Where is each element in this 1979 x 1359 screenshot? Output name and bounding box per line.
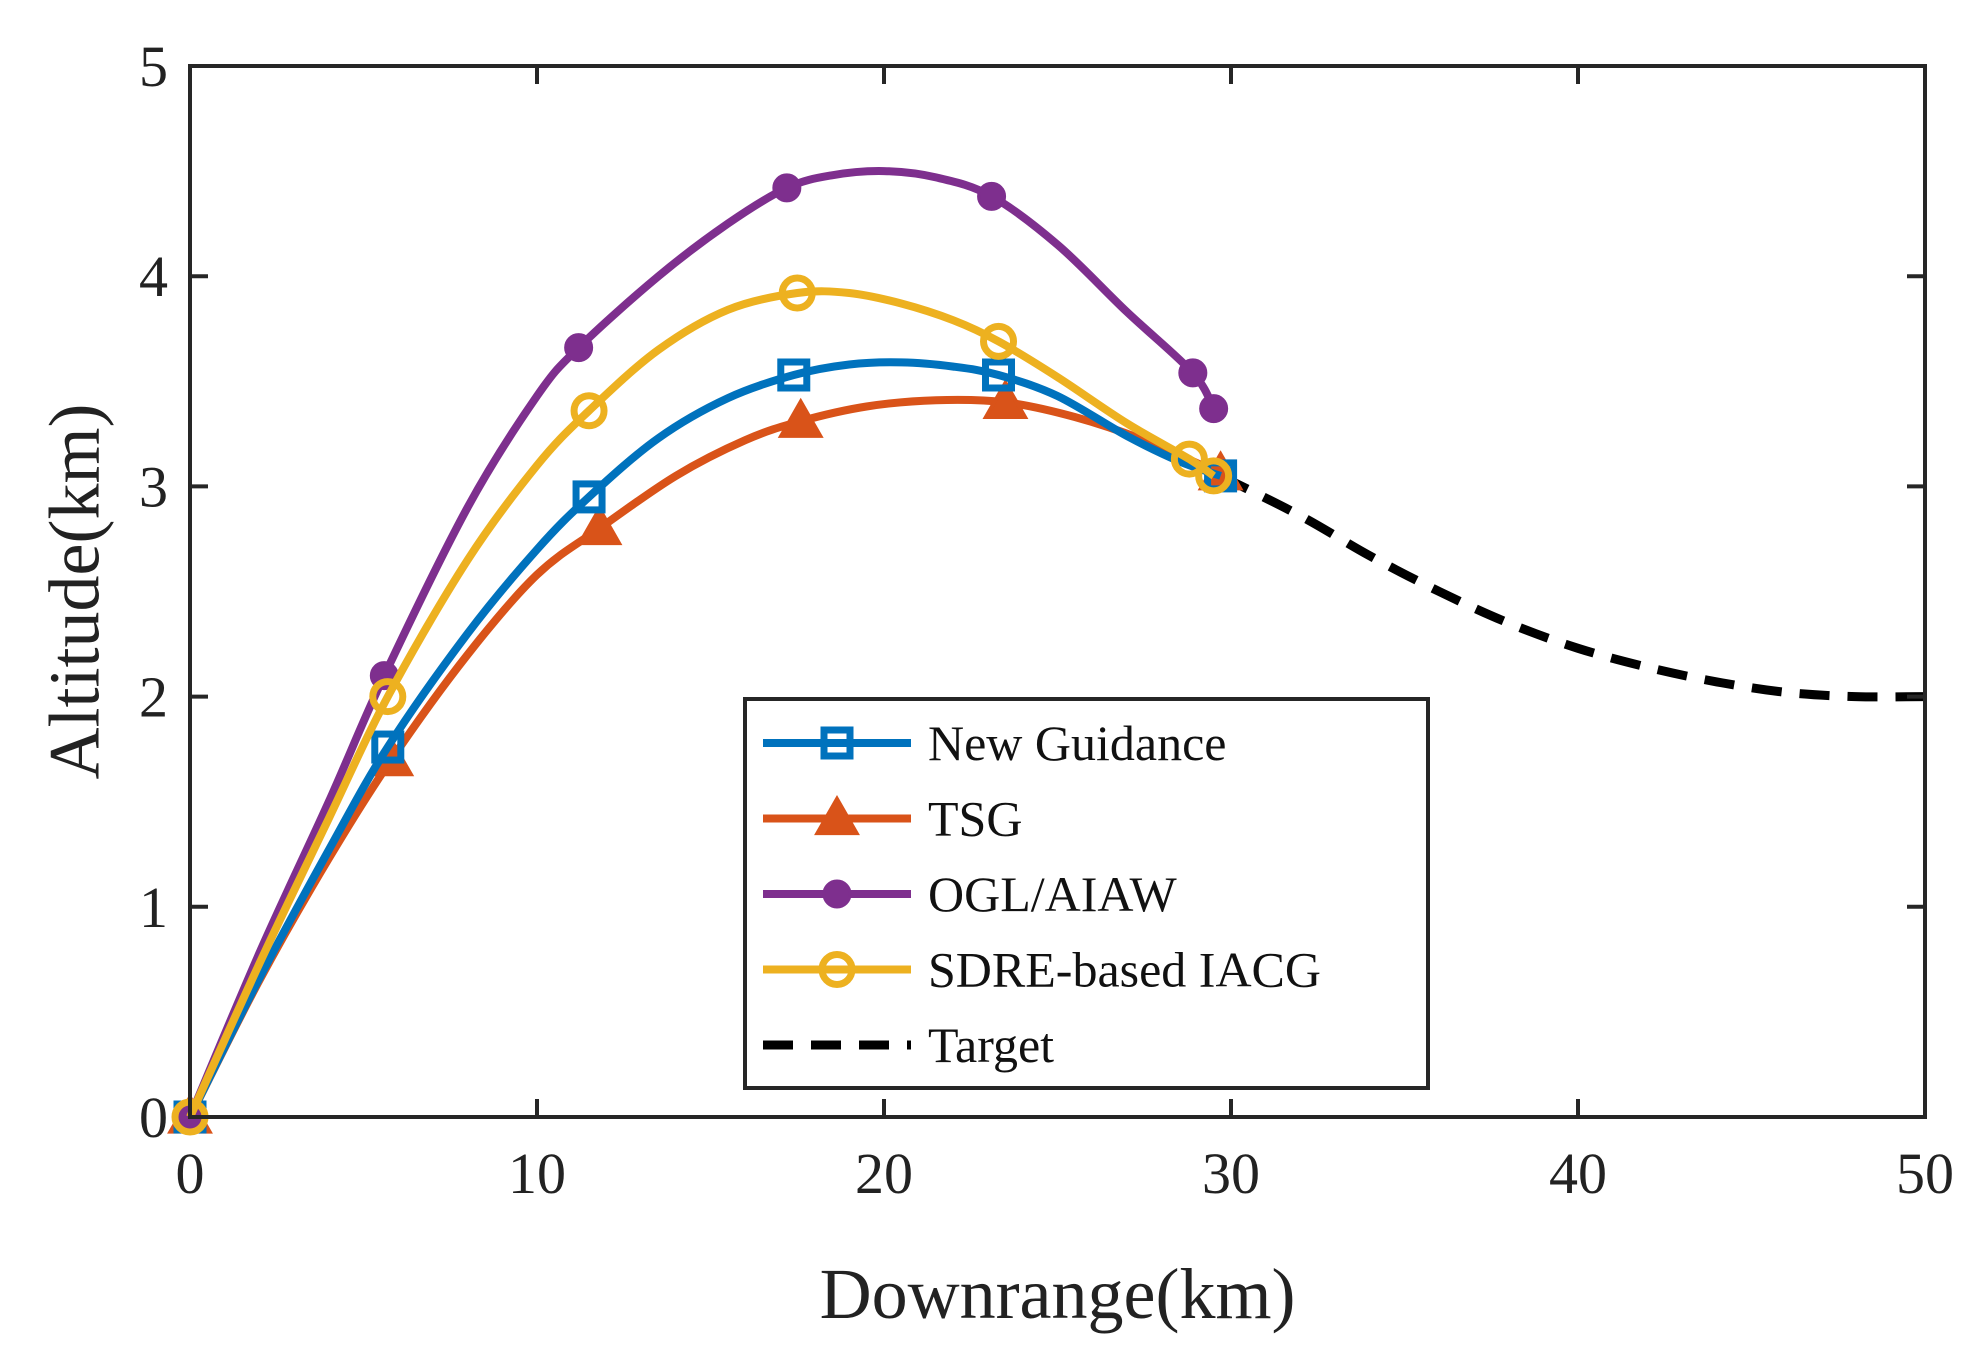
x-tick-label: 0	[176, 1141, 205, 1206]
legend-item: Target	[763, 1017, 1054, 1073]
y-axis-label: Altitude(km)	[35, 404, 115, 780]
axes-frame	[188, 64, 1927, 1119]
legend-item: SDRE-based IACG	[763, 942, 1321, 998]
series-line	[186, 395, 1223, 1119]
data-point	[572, 480, 606, 514]
legend-label: TSG	[928, 791, 1022, 847]
x-axis-label: Downrange(km)	[820, 1254, 1296, 1334]
legend-label: New Guidance	[928, 715, 1227, 771]
data-point	[570, 392, 608, 430]
plot-area	[167, 167, 1926, 1136]
data-point	[982, 358, 1016, 392]
data-point	[576, 504, 623, 546]
series-line	[186, 167, 1218, 1119]
y-tick-label: 4	[139, 244, 168, 309]
data-point	[1170, 440, 1208, 478]
legend-marker	[818, 951, 856, 988]
data-point	[982, 378, 1029, 419]
data-point	[564, 333, 594, 363]
axes: 0 10 20 30 40 50 0 1 2 3 4 5	[139, 34, 1954, 1206]
data-point	[977, 181, 1007, 211]
data-point	[777, 358, 811, 392]
x-tick-label: 10	[508, 1141, 566, 1206]
legend: New Guidance TSG OGL/AIAW SDRE-based IACG Ta…	[743, 697, 1430, 1090]
x-tick-label: 30	[1202, 1141, 1260, 1206]
series-line	[186, 287, 1217, 1119]
series-sdre-based-iacg	[171, 274, 1233, 1136]
y-tick-label: 2	[139, 665, 168, 730]
legend-label: OGL/AIAW	[928, 866, 1178, 922]
data-point	[777, 397, 824, 438]
legend-marker	[820, 726, 854, 760]
x-tick-label: 40	[1549, 1141, 1607, 1206]
legend-marker	[822, 879, 852, 909]
legend-label: SDRE-based IACG	[928, 942, 1321, 998]
y-tick-label: 5	[139, 34, 168, 99]
data-point	[371, 730, 405, 764]
legend-item: OGL/AIAW	[763, 866, 1178, 922]
data-point	[1199, 394, 1229, 424]
data-point	[1195, 457, 1233, 495]
legend-item: New Guidance	[763, 715, 1227, 771]
data-point	[772, 173, 802, 203]
data-point	[778, 274, 816, 312]
x-tick-label: 50	[1896, 1141, 1954, 1206]
data-point	[980, 322, 1018, 360]
data-point	[1178, 358, 1208, 388]
series-line	[186, 358, 1222, 1119]
legend-marker	[814, 794, 860, 836]
series-line	[1218, 471, 1926, 702]
y-tick-label: 0	[139, 1085, 168, 1150]
x-tick-label: 20	[855, 1141, 913, 1206]
series-target	[1218, 471, 1926, 702]
legend-item: TSG	[763, 791, 1022, 847]
y-tick-label: 3	[139, 454, 168, 519]
legend-label: Target	[928, 1017, 1054, 1073]
y-tick-label: 1	[139, 875, 168, 940]
data-point	[369, 678, 407, 716]
